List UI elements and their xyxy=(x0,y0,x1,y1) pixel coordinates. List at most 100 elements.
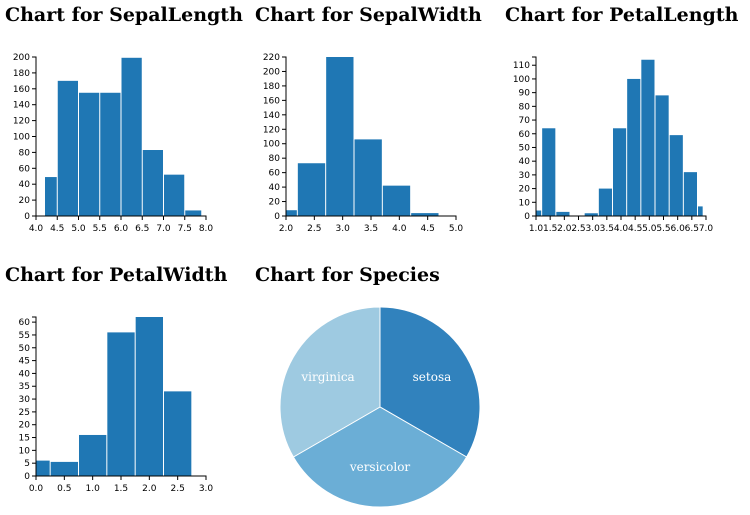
y-tick: 100 xyxy=(263,140,286,150)
x-tick: 0.5 xyxy=(57,476,71,494)
x-tick-label: 2.0 xyxy=(557,224,572,234)
y-tick: 50 xyxy=(19,344,36,354)
bar xyxy=(164,391,192,476)
y-tick-label: 200 xyxy=(13,53,30,63)
y-tick-label: 15 xyxy=(19,434,30,444)
chart-species-pie: setosa versicolor virginica xyxy=(279,306,481,508)
x-tick-label: 5.5 xyxy=(93,224,107,234)
chart-sepal-width: 0 20 40 60 80 100 120 140 160 180 200 220 2.0 2.5 3.0 3… xyxy=(263,53,464,234)
y-tick-label: 160 xyxy=(13,85,30,95)
x-tick-label: 4.0 xyxy=(392,224,407,234)
y-tick-label: 60 xyxy=(19,164,31,174)
y-tick-label: 0 xyxy=(524,212,530,222)
y-tick: 110 xyxy=(513,61,536,71)
y-tick-label: 10 xyxy=(19,446,31,456)
y-axis: 0 20 40 60 80 100 120 140 160 180 200 xyxy=(13,53,37,222)
x-tick: 4.5 xyxy=(50,216,64,234)
bar xyxy=(536,210,542,216)
y-tick: 50 xyxy=(519,143,536,153)
y-tick-label: 80 xyxy=(269,154,281,164)
x-tick: 3.0 xyxy=(336,216,350,234)
y-tick: 10 xyxy=(519,198,536,208)
x-tick-label: 3.5 xyxy=(364,224,378,234)
y-tick-label: 20 xyxy=(519,185,531,195)
chart-title-sepal-width: Chart for SepalWidth xyxy=(255,4,482,26)
chart-title-petal-length: Chart for PetalLength xyxy=(505,4,739,26)
y-tick-label: 90 xyxy=(519,89,531,99)
y-tick-label: 55 xyxy=(19,331,30,341)
y-tick: 30 xyxy=(519,171,536,181)
bar xyxy=(669,135,683,216)
y-tick: 40 xyxy=(269,183,286,193)
y-tick-label: 180 xyxy=(13,69,30,79)
y-tick-label: 200 xyxy=(263,67,280,77)
x-tick: 6.0 xyxy=(114,216,129,234)
y-tick-label: 120 xyxy=(13,117,30,127)
y-axis: 0 10 20 30 40 50 60 70 80 90 100 110 xyxy=(513,56,537,222)
x-tick-label: 4.5 xyxy=(50,224,64,234)
y-tick-label: 110 xyxy=(513,61,530,71)
x-tick-label: 5.0 xyxy=(642,224,657,234)
bars-petal-length xyxy=(536,59,703,217)
bar xyxy=(584,213,598,216)
bar xyxy=(297,163,326,216)
bars-petal-width xyxy=(36,317,192,476)
x-axis: 0.0 0.5 1.0 1.5 2.0 2.5 3.0 xyxy=(29,475,213,494)
y-tick: 0 xyxy=(24,212,36,222)
y-tick-label: 40 xyxy=(269,183,281,193)
x-tick: 1.5 xyxy=(114,476,128,494)
x-tick: 8.0 xyxy=(199,216,213,234)
x-tick: 3.0 xyxy=(586,216,600,234)
chart-panel-petal-length: Chart for PetalLength 0 10 20 30 40 50 60 70 80 9… xyxy=(500,0,740,255)
x-tick: 4.5 xyxy=(628,216,642,234)
y-tick: 140 xyxy=(263,111,286,121)
x-tick-label: 5.5 xyxy=(656,224,670,234)
y-tick: 20 xyxy=(519,185,536,195)
y-tick-label: 25 xyxy=(19,408,30,418)
x-tick: 5.5 xyxy=(656,216,671,234)
x-tick: 2.0 xyxy=(557,216,572,234)
x-tick-label: 6.5 xyxy=(135,224,149,234)
chart-title-sepal-length: Chart for SepalLength xyxy=(5,4,243,26)
x-tick-label: 6.0 xyxy=(114,224,129,234)
y-tick: 160 xyxy=(13,85,36,95)
y-tick-label: 0 xyxy=(24,472,30,482)
x-tick-label: 4.5 xyxy=(628,224,642,234)
y-tick-label: 100 xyxy=(513,75,530,85)
x-tick: 5.5 xyxy=(93,216,107,234)
bar xyxy=(107,332,135,476)
pie-label-setosa: setosa xyxy=(413,370,452,384)
x-tick: 4.5 xyxy=(421,216,435,234)
bar xyxy=(641,59,655,216)
y-tick-label: 20 xyxy=(269,198,281,208)
x-tick: 7.0 xyxy=(156,216,171,234)
y-tick: 80 xyxy=(519,102,536,112)
x-tick-label: 4.5 xyxy=(421,224,435,234)
y-tick: 30 xyxy=(19,395,36,405)
y-tick-label: 100 xyxy=(263,140,280,150)
x-tick-label: 2.0 xyxy=(142,484,157,494)
chart-petal-length: 0 10 20 30 40 50 60 70 80 90 100 110 1.0 1.5 2.0 2.5 3.0… xyxy=(513,56,713,234)
y-tick-label: 0 xyxy=(24,212,30,222)
y-tick: 0 xyxy=(524,212,536,222)
bar xyxy=(185,210,202,216)
bar xyxy=(411,213,439,216)
bar xyxy=(354,139,382,216)
y-tick: 100 xyxy=(513,75,536,85)
y-tick-label: 45 xyxy=(19,357,30,367)
y-tick: 40 xyxy=(19,369,36,379)
pie-label-virginica: virginica xyxy=(300,370,354,384)
chart-panel-petal-width: Chart for PetalWidth 0 5 10 15 20 25 30 35 40 45 5… xyxy=(0,260,240,515)
chart-panel-sepal-width: Chart for SepalWidth 0 20 40 60 80 100 120 140 1… xyxy=(250,0,490,255)
x-tick-label: 0.0 xyxy=(29,484,44,494)
y-tick-label: 40 xyxy=(519,157,531,167)
y-tick: 0 xyxy=(24,472,36,482)
y-tick: 45 xyxy=(19,357,36,367)
x-tick: 5.0 xyxy=(449,216,463,234)
x-tick-label: 1.0 xyxy=(529,224,544,234)
y-tick: 20 xyxy=(19,421,36,431)
bar xyxy=(36,460,50,476)
pie-slice-virginica xyxy=(279,306,381,458)
x-tick: 7.0 xyxy=(699,216,713,234)
x-tick-label: 4.0 xyxy=(614,224,629,234)
